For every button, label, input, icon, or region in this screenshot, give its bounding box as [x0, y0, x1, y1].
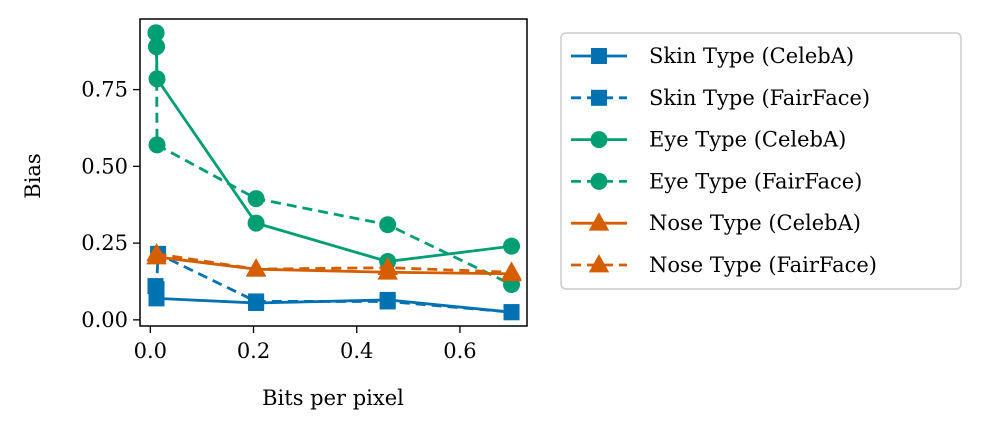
data-point — [248, 293, 265, 310]
legend-marker-swatch — [591, 89, 607, 106]
data-point — [148, 136, 166, 154]
data-point — [148, 38, 166, 56]
x-tick-label: 0.6 — [443, 339, 476, 363]
data-point — [501, 261, 522, 280]
series-line — [156, 252, 512, 274]
series-3 — [147, 24, 521, 294]
data-point — [379, 216, 397, 234]
legend-marker-swatch — [590, 172, 608, 190]
data-point — [247, 214, 265, 232]
legend-item: Nose Type (FairFace) — [571, 253, 877, 277]
legend-item: Skin Type (FairFace) — [571, 86, 870, 110]
y-axis-label: Bias — [21, 153, 45, 198]
legend-item: Eye Type (FairFace) — [571, 169, 862, 193]
data-point — [148, 70, 166, 88]
x-tick-label: 0.4 — [340, 339, 373, 363]
y-tick-label: 0.50 — [81, 154, 128, 178]
data-point — [503, 304, 520, 321]
series-line — [154, 285, 512, 314]
legend-label: Skin Type (FairFace) — [649, 86, 870, 110]
y-axis-ticks: 0.00 0.25 0.50 0.75 — [81, 78, 140, 332]
data-point — [146, 242, 167, 262]
legend-item: Skin Type (CelebA) — [571, 44, 854, 68]
data-point — [503, 237, 521, 255]
series-0 — [147, 278, 520, 321]
x-axis-ticks: 0.0 0.2 0.4 0.6 — [134, 326, 477, 363]
series-line — [156, 255, 512, 276]
series-5 — [146, 242, 522, 280]
legend-item: Eye Type (CelebA) — [571, 128, 846, 152]
y-tick-label: 0.25 — [81, 231, 128, 255]
data-point — [377, 256, 398, 276]
legend-items: Skin Type (CelebA) Skin Type (FairFace) Ey… — [571, 44, 877, 277]
legend-label: Eye Type (CelebA) — [649, 128, 846, 152]
legend-label: Eye Type (FairFace) — [649, 169, 862, 193]
y-tick-label: 0.75 — [81, 78, 128, 102]
x-axis-label: Bits per pixel — [262, 386, 404, 410]
data-point — [247, 190, 265, 208]
legend-marker-swatch — [588, 212, 610, 231]
plot-frame — [139, 18, 528, 327]
legend: Skin Type (CelebA) Skin Type (FairFace) Ey… — [560, 32, 962, 290]
legend-marker-swatch — [588, 254, 610, 273]
data-point — [245, 258, 267, 277]
data-point — [379, 293, 396, 310]
legend-label: Nose Type (FairFace) — [649, 253, 877, 277]
x-tick-label: 0.0 — [134, 339, 167, 363]
data-point — [148, 281, 165, 298]
legend-marker-swatch — [590, 131, 608, 149]
plot-series — [146, 24, 522, 321]
x-tick-label: 0.2 — [237, 339, 270, 363]
legend-label: Skin Type (CelebA) — [649, 44, 854, 68]
data-point — [147, 24, 165, 42]
legend-marker-swatch — [591, 48, 607, 64]
series-line — [154, 32, 512, 263]
y-tick-label: 0.00 — [81, 308, 128, 332]
series-2 — [147, 24, 521, 271]
series-1 — [148, 245, 520, 321]
series-line — [154, 32, 513, 286]
legend-label: Nose Type (CelebA) — [649, 211, 861, 235]
legend-frame — [560, 32, 962, 290]
legend-item: Nose Type (CelebA) — [571, 211, 861, 235]
